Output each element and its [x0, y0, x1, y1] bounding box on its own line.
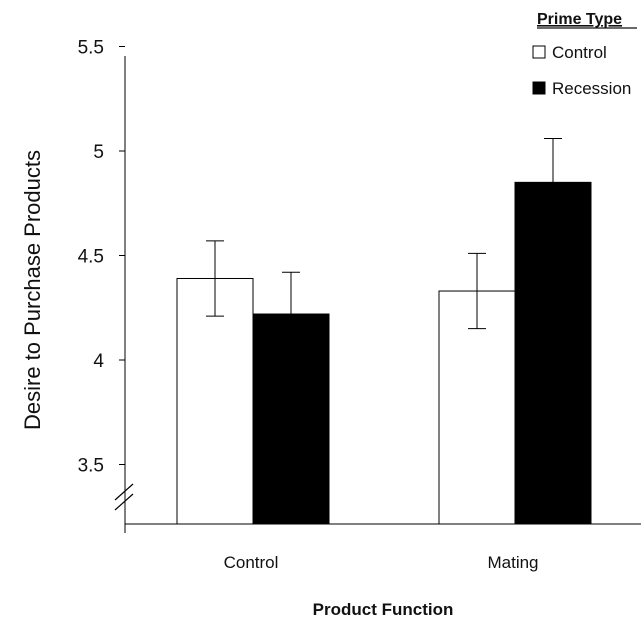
y-tick-label: 3.5: [78, 456, 104, 477]
legend-label-recession: Recession: [552, 79, 631, 98]
legend: Prime Type Control Recession: [532, 11, 637, 98]
bar-mating-recession: [514, 181, 592, 525]
legend-label-control: Control: [552, 43, 607, 62]
legend-title: Prime Type: [537, 11, 622, 28]
bar-mating-control: [438, 290, 516, 525]
y-axis-label: Desire to Purchase Products: [20, 150, 45, 430]
legend-swatch-recession: [532, 81, 546, 95]
axis-break-mark: [114, 483, 134, 501]
y-tick-label: 5: [93, 142, 104, 163]
axis-break-mark: [114, 493, 134, 511]
category-label-control: Control: [224, 553, 279, 572]
bar-control-control: [176, 277, 254, 525]
y-tick-label: 5.5: [78, 38, 104, 59]
x-axis-label: Product Function: [313, 600, 454, 619]
y-tick-label: 4.5: [78, 247, 104, 268]
y-tick-label: 4: [93, 351, 104, 372]
category-label-mating: Mating: [487, 553, 538, 572]
y-ticks: 3.5 4 4.5 5 5.5: [78, 38, 125, 477]
bars: [176, 137, 592, 525]
legend-swatch-control: [532, 45, 546, 59]
